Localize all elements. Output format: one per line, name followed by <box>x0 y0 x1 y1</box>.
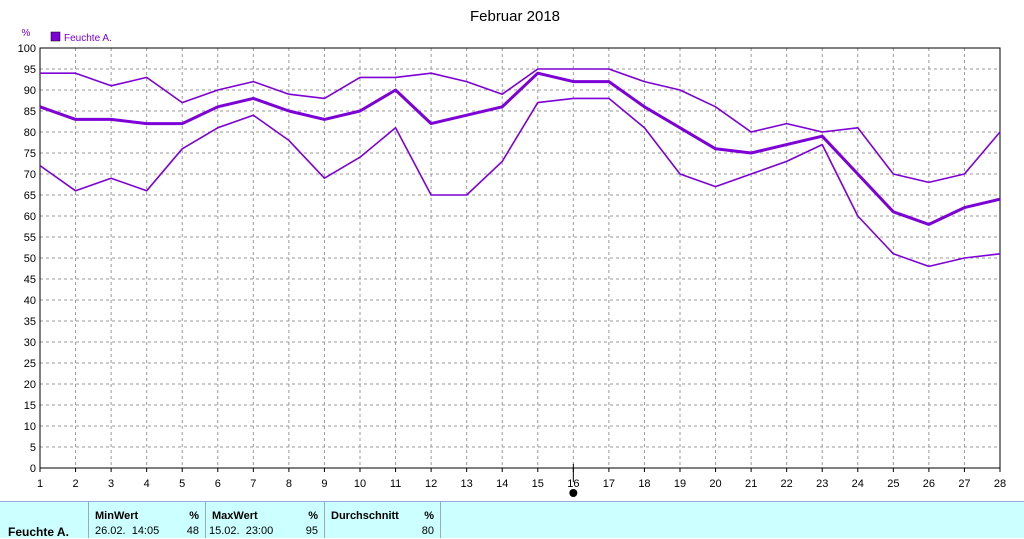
x-tick-label: 14 <box>496 478 508 490</box>
x-tick-label: 9 <box>321 478 327 490</box>
x-tick-label: 21 <box>745 478 757 490</box>
x-tick-label: 26 <box>923 478 935 490</box>
x-tick-label: 8 <box>286 478 292 490</box>
y-unit-label: % <box>22 28 31 39</box>
x-tick-label: 27 <box>958 478 970 490</box>
x-tick-label: 10 <box>354 478 366 490</box>
y-tick-label: 90 <box>24 85 36 97</box>
plot-frame <box>39 47 1001 469</box>
min-time: 26.02. 14:05 <box>95 525 160 537</box>
stats-label-column <box>0 502 89 538</box>
y-tick-label: 85 <box>24 106 36 118</box>
x-tick-label: 20 <box>709 478 721 490</box>
y-tick-label: 20 <box>24 379 36 391</box>
plot-area: 0510152025303540455055606570758085909510… <box>18 43 1006 497</box>
x-tick-label: 23 <box>816 478 828 490</box>
x-tick-label: 7 <box>250 478 256 490</box>
x-tick-label: 4 <box>144 478 150 490</box>
x-tick-label: 1 <box>37 478 43 490</box>
y-tick-label: 80 <box>24 127 36 139</box>
min-column: MinWert % 26.02. 14:05 48 <box>89 502 206 538</box>
series-line-min <box>39 97 1001 268</box>
legend-swatch <box>50 31 61 42</box>
today-marker-dot <box>569 489 578 497</box>
y-tick-label: 45 <box>24 274 36 286</box>
y-tick-label: 15 <box>24 400 36 412</box>
y-tick-label: 10 <box>24 421 36 433</box>
statistics-bar: Feuchte A. MinWert % 26.02. 14:05 48 Max… <box>0 501 1024 539</box>
y-tick-label: 30 <box>24 337 36 349</box>
x-tick-label: 28 <box>994 478 1006 490</box>
y-tick-label: 50 <box>24 253 36 265</box>
y-tick-label: 0 <box>30 463 36 475</box>
x-tick-label: 16 <box>567 478 579 490</box>
max-column: MaxWert % 15.02. 23:00 95 <box>206 502 325 538</box>
y-tick-label: 25 <box>24 358 36 370</box>
y-tick-label: 75 <box>24 148 36 160</box>
humidity-chart: Februar 2018 % Feuchte A. 05101520253035… <box>18 8 1006 497</box>
x-tick-label: 6 <box>215 478 221 490</box>
y-tick-label: 65 <box>24 190 36 202</box>
stats-row-label: Feuchte A. <box>8 525 69 539</box>
x-tick-label: 17 <box>603 478 615 490</box>
max-time: 15.02. 23:00 <box>209 525 274 537</box>
x-tick-label: 12 <box>425 478 437 490</box>
chart-title: Februar 2018 <box>470 8 560 25</box>
avg-value: 80 <box>421 525 434 537</box>
max-value: 95 <box>305 525 318 537</box>
x-tick-label: 13 <box>461 478 473 490</box>
y-tick-label: 95 <box>24 64 36 76</box>
x-tick-label: 22 <box>781 478 793 490</box>
avg-column: Durchschnitt % 80 <box>325 502 441 538</box>
series-line-avg <box>39 71 1001 226</box>
y-tick-label: 60 <box>24 211 36 223</box>
y-tick-label: 5 <box>30 442 36 454</box>
y-tick-label: 35 <box>24 316 36 328</box>
legend-label: Feuchte A. <box>64 33 112 44</box>
min-header: MinWert <box>95 510 139 522</box>
x-tick-label: 25 <box>887 478 899 490</box>
x-tick-label: 19 <box>674 478 686 490</box>
y-tick-label: 100 <box>18 43 36 55</box>
x-tick-label: 15 <box>532 478 544 490</box>
avg-unit: % <box>424 510 434 522</box>
max-unit: % <box>308 510 318 522</box>
y-tick-label: 55 <box>24 232 36 244</box>
avg-header: Durchschnitt <box>331 510 399 522</box>
x-tick-label: 5 <box>179 478 185 490</box>
min-value: 48 <box>186 525 199 537</box>
y-tick-label: 40 <box>24 295 36 307</box>
min-unit: % <box>189 510 199 522</box>
x-tick-label: 3 <box>108 478 114 490</box>
series-line-max <box>40 68 1001 184</box>
max-header: MaxWert <box>212 510 258 522</box>
x-tick-label: 2 <box>72 478 78 490</box>
x-tick-label: 11 <box>390 478 401 490</box>
x-tick-label: 18 <box>638 478 650 490</box>
y-tick-label: 70 <box>24 169 36 181</box>
x-tick-label: 24 <box>852 478 864 490</box>
